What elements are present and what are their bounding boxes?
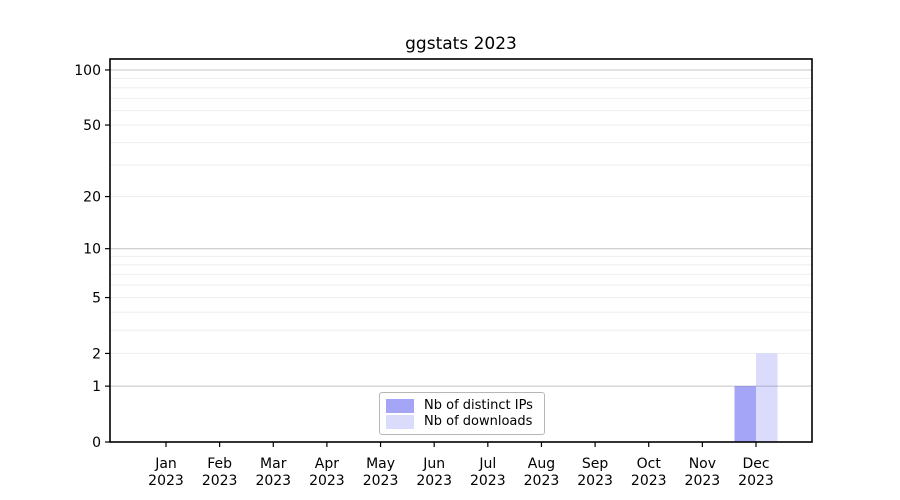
x-tick-label-year: 2023 <box>738 473 774 489</box>
legend-label-distinct-ips: Nb of distinct IPs <box>424 398 533 413</box>
y-tick-label: 2 <box>92 346 101 362</box>
x-tick-label-month: Dec <box>742 456 769 472</box>
x-tick-label-month: Jan <box>154 456 177 472</box>
legend-item-downloads: Nb of downloads <box>386 414 537 429</box>
x-tick-label-year: 2023 <box>470 473 506 489</box>
y-tick-label: 100 <box>74 63 101 79</box>
legend-swatch-distinct-ips <box>386 398 414 413</box>
x-tick-label-month: May <box>366 456 395 472</box>
legend-item-distinct-ips: Nb of distinct IPs <box>386 398 537 413</box>
x-tick-label-month: Oct <box>637 456 662 472</box>
x-tick-label-month: Aug <box>528 456 555 472</box>
legend: Nb of distinct IPs Nb of downloads <box>379 392 545 435</box>
x-tick-label-month: Jun <box>422 456 445 472</box>
x-tick-label-year: 2023 <box>631 473 667 489</box>
x-tick-label-year: 2023 <box>524 473 560 489</box>
x-tick-label-month: Jul <box>478 456 496 472</box>
y-tick-label: 10 <box>83 242 101 258</box>
y-tick-label: 1 <box>92 379 101 395</box>
x-tick-label-year: 2023 <box>309 473 345 489</box>
x-tick-label-month: Sep <box>582 456 609 472</box>
chart-title: ggstats 2023 <box>405 34 517 54</box>
y-tick-label: 5 <box>92 291 101 307</box>
x-tick-label-year: 2023 <box>363 473 399 489</box>
legend-swatch-downloads <box>386 414 414 429</box>
x-tick-label-month: Nov <box>689 456 716 472</box>
plot-border <box>109 58 813 443</box>
x-tick-label-year: 2023 <box>202 473 238 489</box>
y-tick-label: 50 <box>83 118 101 134</box>
bar-downloads <box>756 353 778 442</box>
y-tick-label: 20 <box>83 190 101 206</box>
x-tick-label-month: Feb <box>207 456 232 472</box>
legend-label-downloads: Nb of downloads <box>424 414 533 429</box>
x-tick-label-month: Mar <box>260 456 287 472</box>
x-tick-label-month: Apr <box>315 456 339 472</box>
bar-distinct-ips <box>734 386 756 442</box>
x-tick-label-year: 2023 <box>416 473 452 489</box>
x-tick-label-year: 2023 <box>148 473 184 489</box>
x-tick-label-year: 2023 <box>577 473 613 489</box>
y-tick-label: 0 <box>92 435 101 451</box>
x-tick-label-year: 2023 <box>685 473 721 489</box>
x-tick-label-year: 2023 <box>255 473 291 489</box>
